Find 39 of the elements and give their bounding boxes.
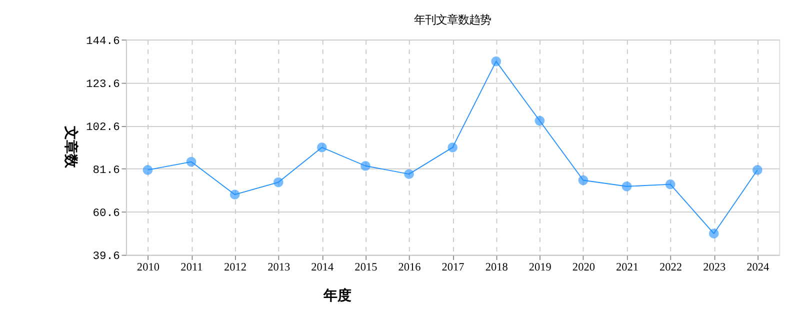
point — [142, 165, 153, 175]
point — [752, 165, 762, 175]
chart-title: 年刊文章数趋势 — [414, 14, 492, 27]
point — [404, 169, 414, 179]
point — [708, 228, 719, 238]
x-tick-label: 2019 — [528, 261, 552, 274]
point — [186, 156, 196, 167]
x-axis-title: 年度 — [322, 286, 352, 304]
y-tick-label: 39.6 — [92, 251, 120, 264]
x-tick-label: 2011 — [180, 261, 203, 274]
point — [578, 175, 588, 186]
y-axis-title: 文章数 — [62, 124, 80, 169]
y-tick-label: 123.6 — [86, 78, 120, 91]
point — [360, 160, 370, 171]
point — [273, 177, 284, 188]
x-tick-label: 2015 — [354, 261, 378, 274]
y-tick-label: 81.6 — [92, 164, 120, 177]
x-tick-label: 2012 — [224, 261, 247, 274]
x-tick-label: 2023 — [703, 261, 726, 274]
x-tick-label: 2020 — [572, 261, 596, 274]
x-tick-label: 2014 — [311, 261, 334, 274]
x-tick-label: 2017 — [442, 261, 465, 274]
point — [622, 181, 632, 192]
point — [665, 179, 676, 190]
y-tick-label: 102.6 — [86, 122, 120, 134]
y-tick-label: 60.6 — [92, 208, 120, 220]
point — [448, 142, 458, 152]
point — [230, 190, 240, 200]
point — [534, 116, 545, 126]
x-tick-label: 2010 — [136, 261, 160, 274]
y-tick-label: 144.6 — [86, 36, 120, 48]
x-tick-label: 2018 — [485, 261, 508, 274]
point — [491, 56, 502, 66]
x-tick-label: 2016 — [398, 261, 422, 274]
x-tick-label: 2022 — [660, 261, 682, 274]
x-tick-label: 2024 — [746, 261, 770, 274]
point — [316, 142, 327, 152]
x-tick-label: 2021 — [616, 261, 639, 274]
x-tick-label: 2013 — [268, 261, 290, 274]
